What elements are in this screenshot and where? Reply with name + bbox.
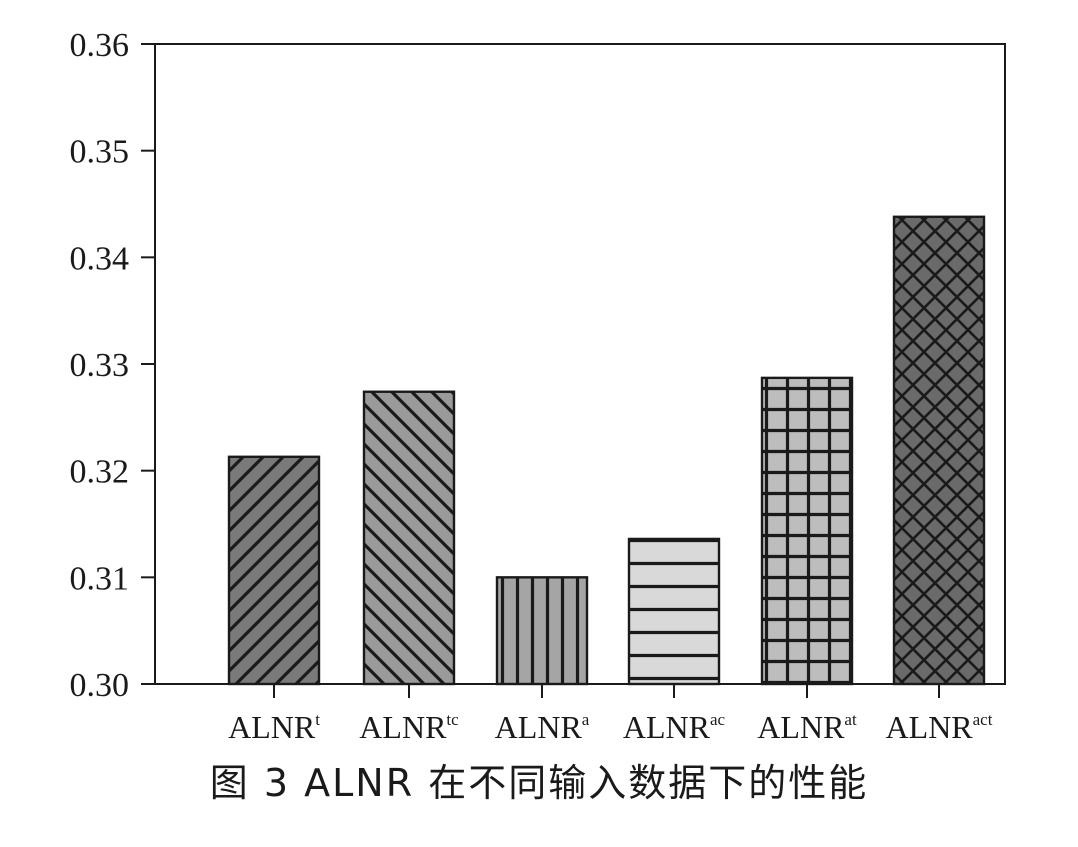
y-tick-label: 0.32	[70, 454, 130, 491]
bar-alnr-at	[760, 376, 854, 686]
y-tick-label: 0.33	[70, 347, 130, 384]
x-tick-label: ALNRa	[495, 709, 590, 740]
y-tick-label: 0.35	[70, 134, 130, 171]
x-tick-label: ALNRtc	[359, 709, 459, 740]
bar-alnr-ac	[627, 537, 721, 686]
x-tick-label: ALNRat	[757, 709, 857, 740]
y-tick-label: 0.34	[70, 240, 130, 277]
bar-alnr-t	[227, 455, 321, 686]
bar-alnr-tc	[362, 390, 456, 686]
chart-svg: 0.30 0.31 0.32 0.33 0.34 0.35 0.36 ALNRt ALNRtc A…	[70, 27, 1006, 745]
x-tick-label: ALNRact	[886, 709, 993, 740]
y-tick-label: 0.30	[70, 667, 130, 704]
bar-alnr-act	[892, 215, 986, 686]
bars-layer	[227, 215, 986, 686]
x-tick-label: ALNRt	[228, 709, 320, 740]
x-tick-label: ALNRac	[623, 709, 726, 740]
y-tick-label: 0.31	[70, 560, 130, 597]
bar-alnr-a	[495, 576, 589, 686]
figure-caption: 图 3 ALNR 在不同输入数据下的性能	[209, 761, 869, 805]
axes-layer: 0.30 0.31 0.32 0.33 0.34 0.35 0.36 ALNRt ALNRtc A…	[70, 27, 993, 745]
y-tick-label: 0.36	[70, 27, 130, 64]
